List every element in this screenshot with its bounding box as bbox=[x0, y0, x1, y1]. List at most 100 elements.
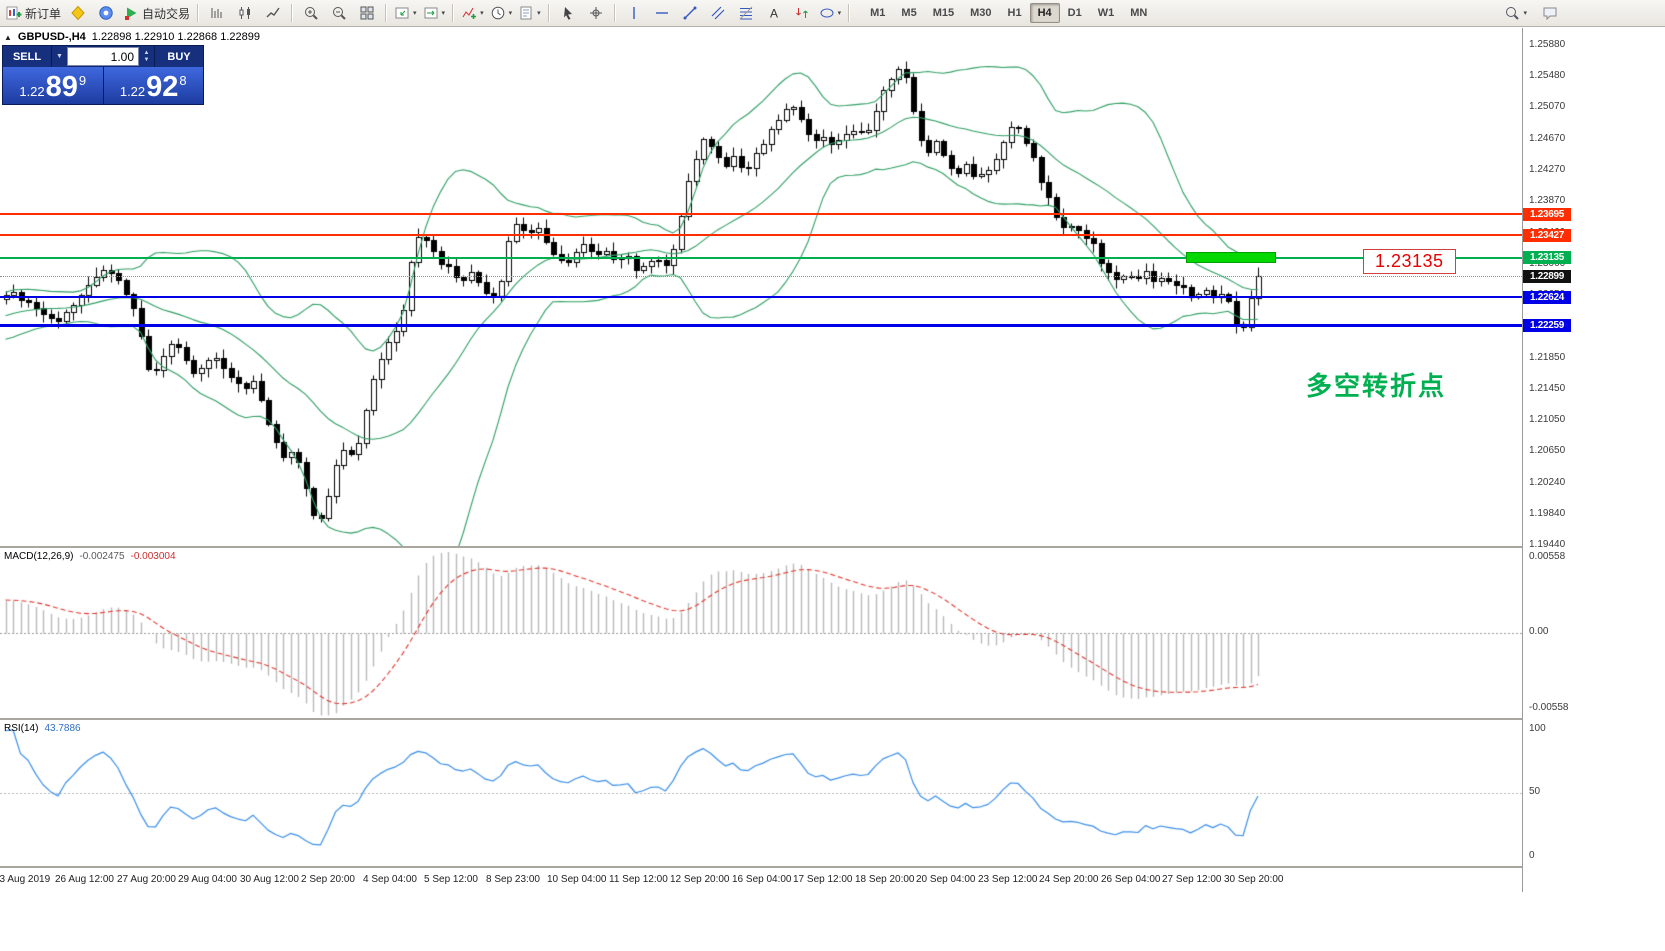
buy-price-sup: 8 bbox=[179, 73, 187, 88]
search-icon bbox=[1506, 7, 1520, 20]
highlight-rectangle[interactable] bbox=[1186, 252, 1276, 263]
shapes-button[interactable]: ▾ bbox=[816, 2, 845, 24]
price-scale-label: 1.20240 bbox=[1529, 476, 1566, 488]
time-axis-label: 11 Sep 12:00 bbox=[609, 874, 668, 885]
timeframe-toolbar: M1 M5 M15 M30 H1 H4 D1 W1 MN bbox=[862, 3, 1155, 23]
chart-shift-button[interactable]: ▾ bbox=[420, 2, 449, 24]
candlestick-chart-icon bbox=[239, 7, 251, 19]
current-price-line bbox=[0, 276, 1522, 278]
tile-windows-icon bbox=[360, 6, 374, 20]
macd-chart[interactable] bbox=[0, 548, 1522, 718]
volume-up-icon[interactable]: ▲ bbox=[143, 49, 150, 56]
price-scale-label: 1.25880 bbox=[1529, 38, 1566, 50]
candlestick-chart[interactable] bbox=[0, 28, 1522, 546]
horizontal-level-line-1.23427[interactable] bbox=[0, 234, 1522, 237]
price-scale-label: 1.24270 bbox=[1529, 163, 1566, 175]
tf-h4[interactable]: H4 bbox=[1029, 3, 1060, 23]
horizontal-line-button[interactable] bbox=[648, 2, 676, 24]
tf-m30[interactable]: M30 bbox=[970, 7, 992, 19]
periods-button[interactable]: ▾ bbox=[487, 2, 516, 24]
toolbar-right-group: ▾ bbox=[1501, 2, 1564, 24]
shapes-caret: ▾ bbox=[837, 9, 842, 17]
toolbar-separator bbox=[291, 4, 294, 22]
new-order-button[interactable]: 新订单 bbox=[3, 2, 64, 24]
time-axis-label: 30 Sep 20:00 bbox=[1224, 874, 1284, 885]
search-caret: ▾ bbox=[1523, 9, 1527, 17]
panel-splitter[interactable] bbox=[0, 718, 1665, 720]
macd-name: MACD(12,26,9) bbox=[4, 551, 74, 562]
toolbar-separator bbox=[197, 4, 200, 22]
tf-m15[interactable]: M15 bbox=[932, 7, 955, 19]
tf-mn[interactable]: MN bbox=[1130, 7, 1148, 19]
autotrading-icon bbox=[125, 7, 137, 20]
chinese-annotation-text[interactable]: 多空转折点 bbox=[1306, 371, 1447, 401]
line-chart-button[interactable] bbox=[259, 2, 287, 24]
sell-price-sup: 9 bbox=[78, 73, 87, 88]
bar-chart-button[interactable] bbox=[203, 2, 231, 24]
macd-main-value: -0.002475 bbox=[79, 551, 125, 562]
horizontal-level-line-1.23695[interactable] bbox=[0, 213, 1522, 216]
auto-scroll-icon bbox=[395, 7, 409, 19]
volume-dropdown[interactable]: ▼ bbox=[51, 46, 67, 67]
trade-panel-price-row: 1.22 89 9 1.22 92 8 bbox=[3, 67, 203, 104]
candlestick-chart-button[interactable] bbox=[231, 2, 259, 24]
buy-button[interactable]: BUY bbox=[155, 46, 203, 67]
cursor-button[interactable] bbox=[554, 2, 582, 24]
tf-m1[interactable]: M1 bbox=[870, 7, 886, 19]
macd-scale-label: 0.00 bbox=[1529, 626, 1549, 637]
indicators-caret: ▾ bbox=[480, 9, 484, 17]
horizontal-level-line-1.22259[interactable] bbox=[0, 324, 1522, 328]
tf-m5[interactable]: M5 bbox=[901, 7, 917, 19]
channel-button[interactable] bbox=[704, 2, 732, 24]
line-chart-icon bbox=[266, 7, 280, 18]
metaeditor-button[interactable] bbox=[64, 2, 92, 24]
text-button[interactable]: A bbox=[760, 2, 788, 24]
zoom-out-icon bbox=[333, 7, 346, 20]
search-button[interactable]: ▾ bbox=[1501, 2, 1530, 24]
panel-collapse-icon[interactable]: ▲ bbox=[4, 32, 12, 42]
price-scale-label: 1.19840 bbox=[1529, 507, 1566, 519]
fibonacci-icon bbox=[739, 6, 752, 20]
tile-windows-button[interactable] bbox=[353, 2, 381, 24]
price-axis[interactable]: 1.25880 1.25480 1.25070 1.24670 1.24270 1.238… bbox=[1523, 28, 1665, 892]
sell-button[interactable]: SELL bbox=[3, 46, 51, 67]
auto-scroll-button[interactable]: ▾ bbox=[391, 2, 420, 24]
rsi-scale-label: 100 bbox=[1529, 723, 1546, 734]
toolbar-separator bbox=[848, 4, 851, 22]
buy-price-button[interactable]: 1.22 92 8 bbox=[104, 67, 204, 104]
price-scale-label: 1.25480 bbox=[1529, 69, 1566, 81]
rsi-chart[interactable] bbox=[0, 720, 1522, 866]
panel-splitter[interactable] bbox=[0, 546, 1665, 548]
rsi-label: RSI(14) 43.7886 bbox=[4, 723, 81, 734]
price-scale-label: 1.21850 bbox=[1529, 351, 1566, 363]
indicators-button[interactable]: ▾ bbox=[458, 2, 487, 24]
horizontal-level-line-1.23135[interactable] bbox=[0, 256, 1522, 259]
fibonacci-button[interactable] bbox=[732, 2, 760, 24]
horizontal-level-line-1.22624[interactable] bbox=[0, 296, 1522, 299]
bar-chart-icon bbox=[211, 8, 222, 18]
autotrading-button[interactable]: 自动交易 bbox=[120, 2, 193, 24]
time-axis-label: 12 Sep 20:00 bbox=[670, 874, 730, 885]
arrows-button[interactable] bbox=[788, 2, 816, 24]
tf-h1[interactable]: H1 bbox=[1007, 7, 1022, 19]
autotrading-label: 自动交易 bbox=[142, 6, 191, 21]
trendline-button[interactable] bbox=[676, 2, 704, 24]
vertical-line-button[interactable] bbox=[620, 2, 648, 24]
volume-stepper[interactable]: ▲ ▼ bbox=[139, 46, 155, 67]
zoom-in-button[interactable] bbox=[297, 2, 325, 24]
tf-d1[interactable]: D1 bbox=[1067, 7, 1082, 19]
templates-button[interactable]: ▾ bbox=[515, 2, 544, 24]
crosshair-button[interactable] bbox=[582, 2, 610, 24]
price-level-label[interactable]: 1.23135 bbox=[1363, 249, 1456, 274]
volume-down-icon[interactable]: ▼ bbox=[143, 56, 150, 63]
tf-w1[interactable]: W1 bbox=[1097, 7, 1115, 19]
time-axis-label: 29 Aug 04:00 bbox=[178, 874, 237, 885]
sell-price-button[interactable]: 1.22 89 9 bbox=[3, 67, 103, 104]
chat-icon bbox=[1543, 7, 1557, 21]
volume-input[interactable] bbox=[67, 47, 139, 66]
svg-text:A: A bbox=[770, 7, 778, 21]
market-button[interactable] bbox=[92, 2, 120, 24]
zoom-out-button[interactable] bbox=[325, 2, 353, 24]
chat-button[interactable] bbox=[1536, 2, 1564, 24]
